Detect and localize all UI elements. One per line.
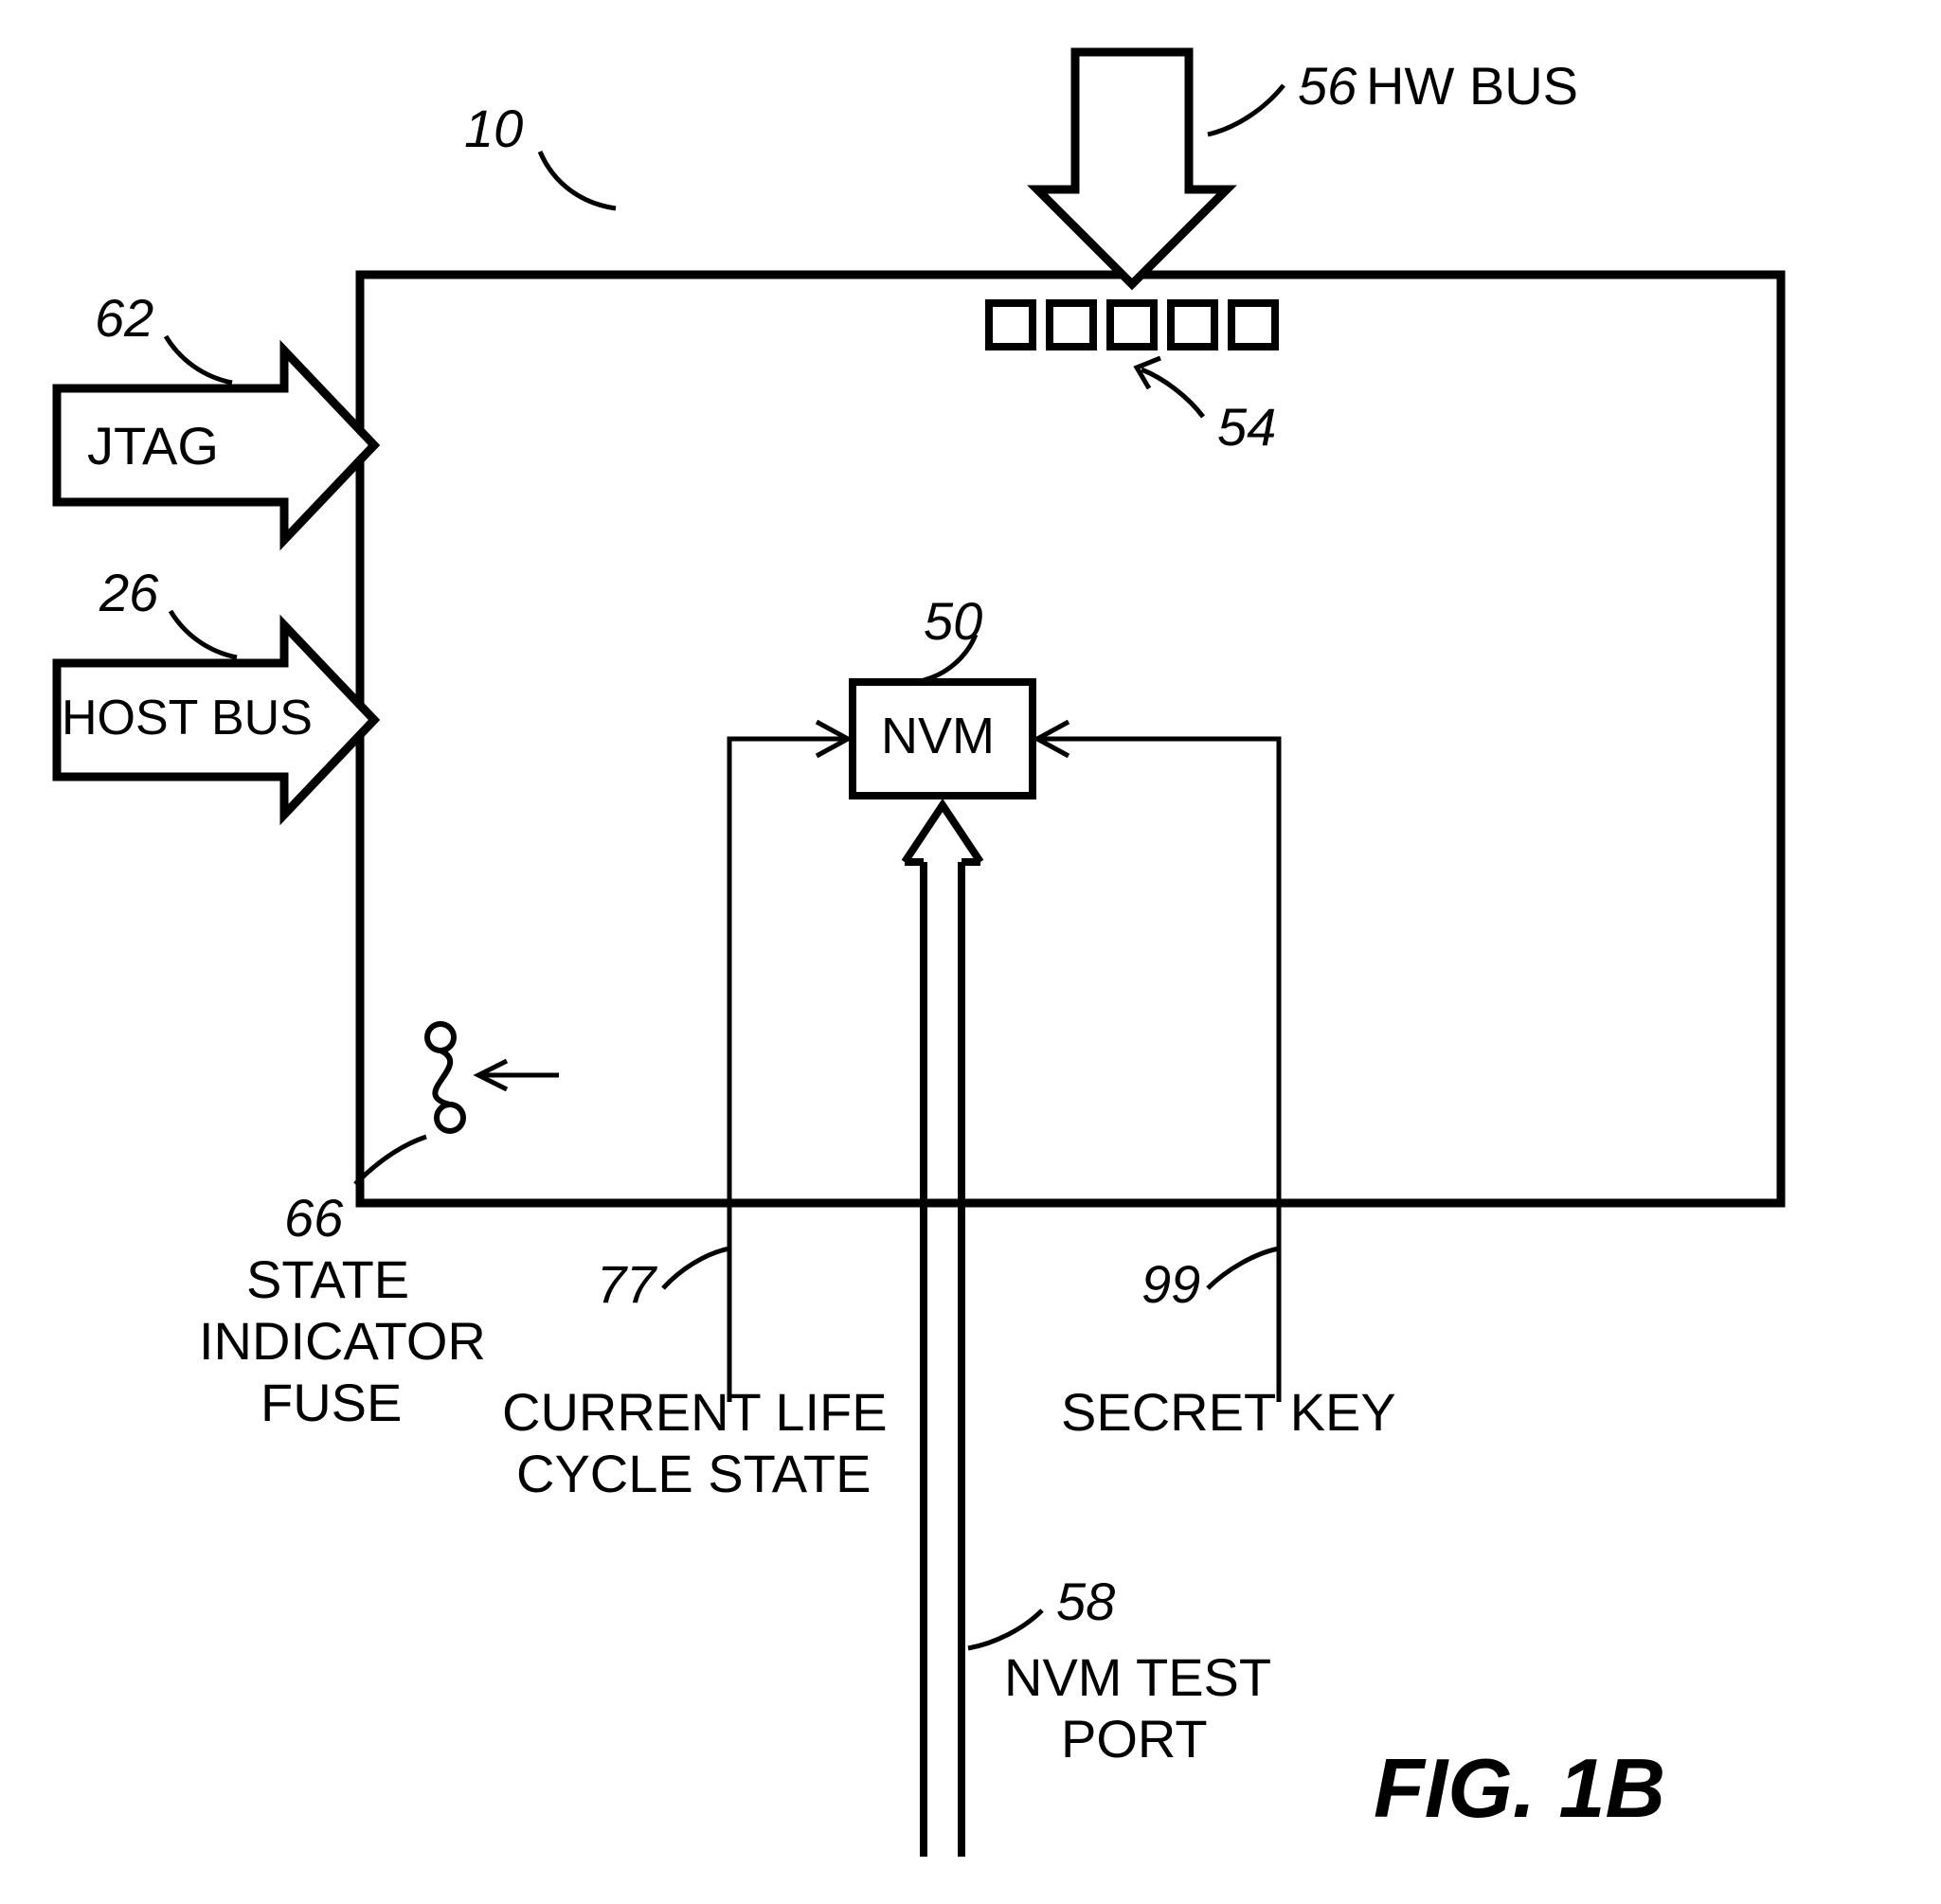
nvm-test-label-1: NVM TEST [1004, 1648, 1271, 1707]
ref62-hook [166, 336, 232, 383]
pin-box [1231, 303, 1275, 347]
pins-row [989, 303, 1275, 347]
ref-62: 62 [95, 289, 153, 348]
fuse-label-3: FUSE [261, 1374, 402, 1432]
pin-box [1050, 303, 1093, 347]
hw-bus-arrow [1037, 52, 1227, 284]
hw-bus-label: HW BUS [1366, 57, 1578, 116]
ref58-hook [968, 1610, 1042, 1648]
ref-99: 99 [1141, 1255, 1200, 1314]
ref-10: 10 [464, 99, 523, 158]
clc-label-1: CURRENT LIFE [502, 1383, 888, 1442]
pin-box [1171, 303, 1214, 347]
ref-26: 26 [99, 564, 158, 622]
ref10-hook [540, 152, 616, 208]
ref77-hook [663, 1248, 729, 1288]
fuse-label-1: STATE [246, 1250, 409, 1309]
host-bus-label: HOST BUS [62, 692, 313, 745]
fuse-label-2: INDICATOR [199, 1312, 486, 1371]
ref26-hook [171, 611, 237, 657]
ref56-hook [1208, 85, 1284, 135]
ref-66: 66 [284, 1189, 343, 1248]
pin-box [989, 303, 1033, 347]
ref-77: 77 [597, 1255, 656, 1314]
ref-50: 50 [924, 592, 982, 651]
ref-56: 56 [1298, 57, 1357, 116]
ref-54: 54 [1217, 398, 1276, 457]
jtag-label: JTAG [87, 417, 219, 476]
secret-key-label: SECRET KEY [1061, 1383, 1396, 1442]
nvm-label: NVM [881, 709, 995, 764]
pin-box [1110, 303, 1154, 347]
ref-58: 58 [1056, 1572, 1115, 1631]
figure-title: FIG. 1B [1374, 1743, 1665, 1835]
clc-label-2: CYCLE STATE [516, 1445, 871, 1503]
ref99-hook [1208, 1248, 1279, 1288]
diagram-svg [0, 0, 1941, 1904]
nvm-test-label-2: PORT [1061, 1710, 1208, 1769]
